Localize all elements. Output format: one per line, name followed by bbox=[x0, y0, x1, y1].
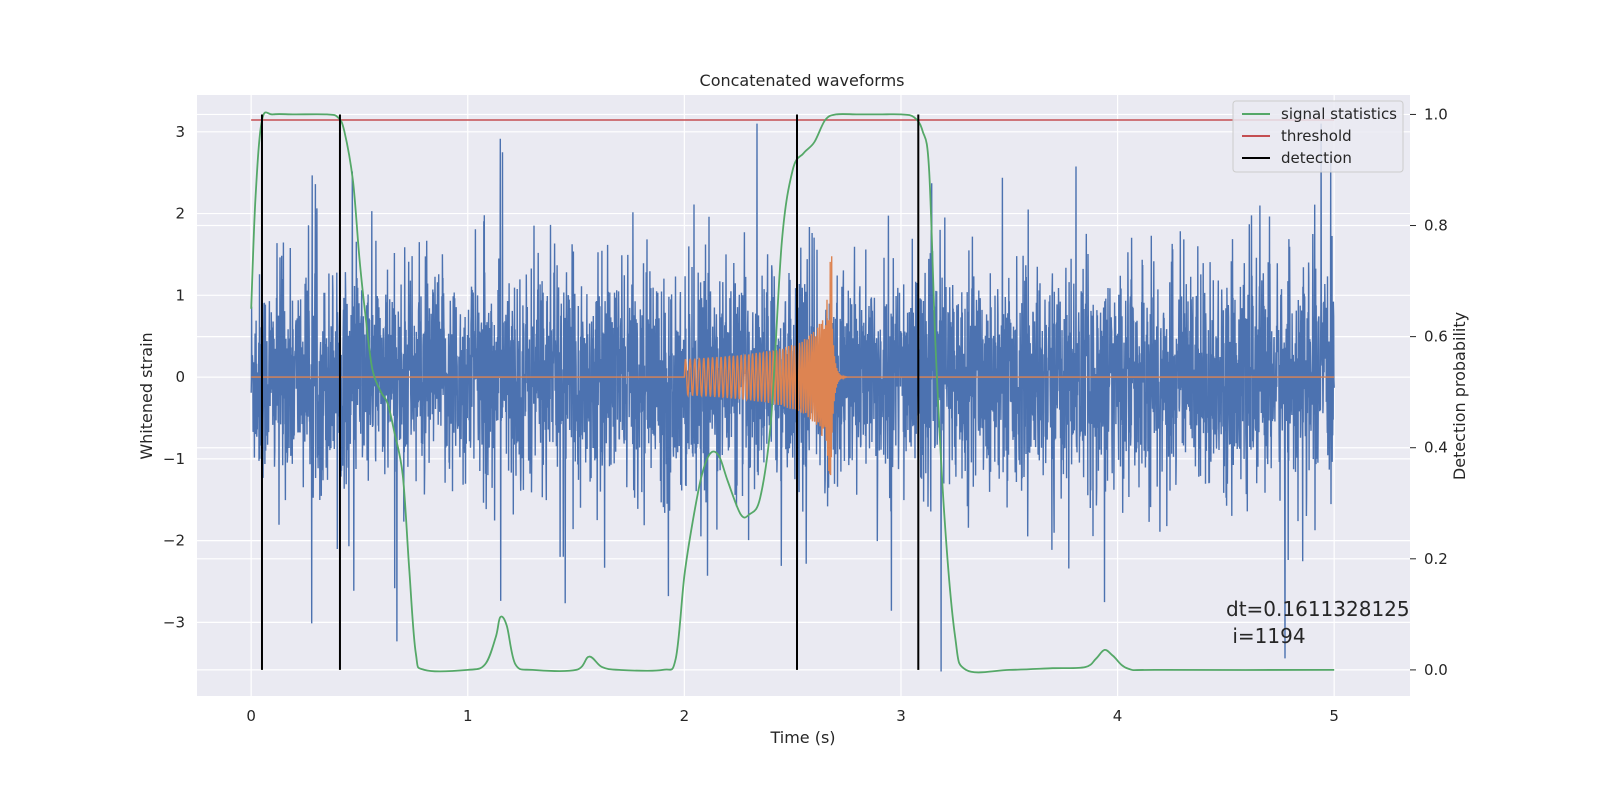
y2-axis-ticks: 0.0 0.2 0.4 0.6 0.8 1.0 bbox=[1410, 105, 1448, 679]
x-axis-ticks: 0 1 2 3 4 5 bbox=[246, 707, 1339, 725]
y-tick-label: −2 bbox=[163, 532, 185, 550]
y2-tick-label: 0.4 bbox=[1424, 439, 1448, 457]
x-tick-label: 3 bbox=[896, 707, 906, 725]
legend-label-threshold: threshold bbox=[1281, 127, 1352, 145]
chirp-line bbox=[251, 256, 1335, 476]
y-tick-label: −3 bbox=[163, 613, 185, 631]
y-tick-label: 1 bbox=[175, 286, 185, 304]
y-tick-label: −1 bbox=[163, 450, 185, 468]
signal-statistics-series bbox=[250, 111, 1335, 674]
x-tick-label: 2 bbox=[680, 707, 690, 725]
y2-tick-label: 0.0 bbox=[1424, 661, 1448, 679]
legend-box bbox=[1232, 100, 1404, 173]
y-tick-label: 2 bbox=[175, 205, 185, 223]
y-tick-label: 3 bbox=[175, 123, 185, 141]
y2-axis-title: Detection probability bbox=[1450, 312, 1469, 480]
y2-tick-label: 0.8 bbox=[1424, 217, 1448, 235]
noise-line bbox=[250, 123, 1335, 672]
annotation-dt: dt=0.1611328125 bbox=[1226, 597, 1410, 621]
noise-series bbox=[250, 123, 1335, 672]
y2-tick-label: 0.6 bbox=[1424, 328, 1448, 346]
legend-label-signal-statistics: signal statistics bbox=[1281, 105, 1397, 123]
y-axis-title: Whitened strain bbox=[137, 332, 156, 459]
y-tick-label: 0 bbox=[175, 368, 185, 386]
detection-series bbox=[260, 114, 920, 670]
legend-label-detection: detection bbox=[1281, 149, 1352, 167]
x-tick-label: 0 bbox=[246, 707, 256, 725]
annotation-i: i=1194 bbox=[1226, 624, 1306, 648]
y-axis-ticks: −3 −2 −1 0 1 2 3 bbox=[163, 123, 185, 632]
x-tick-label: 1 bbox=[463, 707, 473, 725]
chirp-series bbox=[251, 256, 1335, 476]
x-tick-label: 4 bbox=[1113, 707, 1123, 725]
signal-statistics-line bbox=[250, 111, 1335, 674]
y2-tick-label: 0.2 bbox=[1424, 550, 1448, 568]
x-axis-title: Time (s) bbox=[769, 728, 835, 747]
chart-title: Concatenated waveforms bbox=[700, 71, 905, 90]
x-tick-label: 5 bbox=[1329, 707, 1339, 725]
y2-tick-label: 1.0 bbox=[1424, 105, 1448, 123]
legend: signal statistics threshold detection bbox=[1232, 100, 1404, 173]
